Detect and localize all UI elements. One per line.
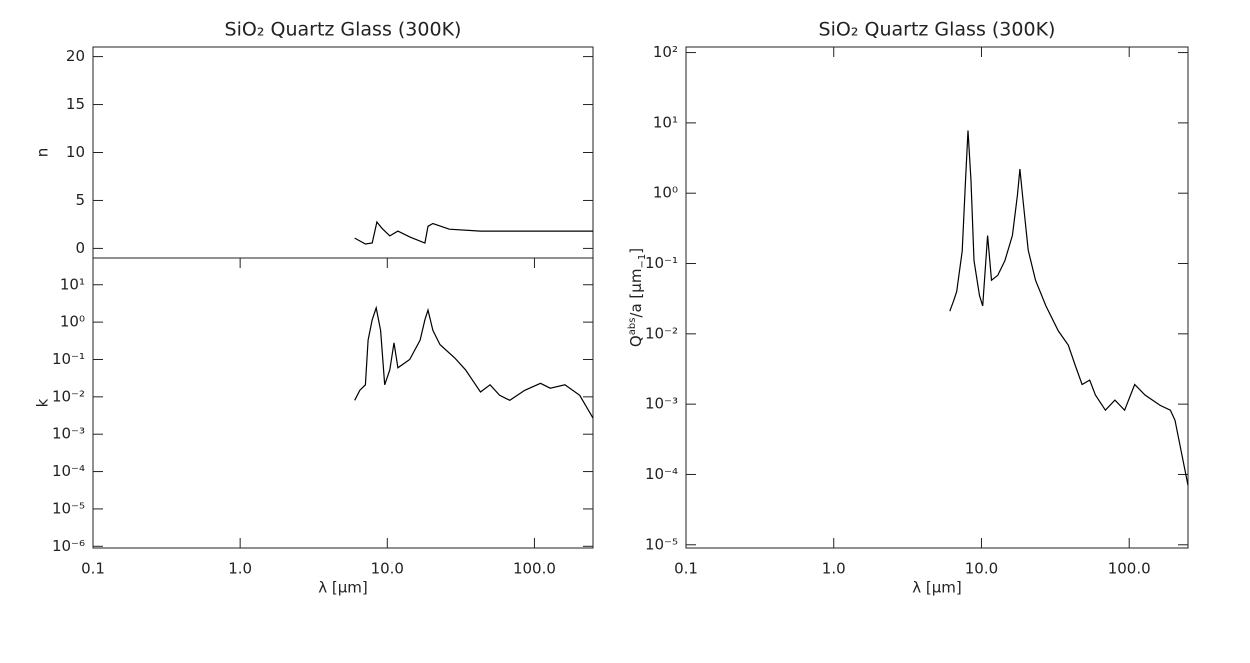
y-tick-label: 10⁻¹ <box>52 350 85 368</box>
y-tick-label: 20 <box>66 47 85 65</box>
chart-title: SiO₂ Quartz Glass (300K) <box>225 19 462 41</box>
y-tick-label: 10¹ <box>653 113 678 131</box>
data-line <box>949 130 1189 486</box>
y-axis-label-part: /a [μm <box>627 269 645 318</box>
y-tick-label: 10⁻⁴ <box>52 462 85 480</box>
y-axis-label: k <box>34 398 52 407</box>
y-axis-label-part: −1 <box>637 254 648 269</box>
y-tick-label: 10⁻⁵ <box>52 499 85 517</box>
y-tick-label: 10⁻² <box>645 324 678 342</box>
y-tick-label: 10⁻³ <box>52 425 85 443</box>
y-axis-label: n <box>34 148 52 158</box>
x-tick-label: 0.1 <box>674 560 698 578</box>
y-axis-label: Qabs/a [μm−1] <box>627 248 649 347</box>
y-axis-label-part: abs <box>627 318 638 336</box>
x-tick-label: 10.0 <box>965 560 998 578</box>
y-tick-label: 10⁻² <box>52 387 85 405</box>
plot-frame <box>685 46 1189 549</box>
y-tick-label: 10 <box>66 143 85 161</box>
x-axis-label: λ [μm] <box>912 579 962 597</box>
chart-title: SiO₂ Quartz Glass (300K) <box>819 19 1056 41</box>
y-tick-label: 10⁻⁶ <box>52 537 85 555</box>
y-tick-label: 10⁻⁵ <box>645 535 678 553</box>
y-tick-label: 10⁰ <box>60 313 85 331</box>
x-axis-label: λ [μm] <box>318 579 368 597</box>
x-tick-label: 100.0 <box>513 560 556 578</box>
y-axis-label-part: Q <box>627 335 645 347</box>
data-line <box>354 220 593 245</box>
plot-frame <box>92 46 594 259</box>
y-tick-label: 10² <box>653 43 678 61</box>
y-tick-label: 0 <box>75 239 85 257</box>
x-tick-label: 1.0 <box>228 560 252 578</box>
y-tick-label: 10¹ <box>60 275 85 293</box>
y-tick-label: 5 <box>75 191 85 209</box>
x-tick-label: 10.0 <box>371 560 404 578</box>
y-tick-label: 15 <box>66 95 85 113</box>
data-line <box>354 305 594 419</box>
x-tick-label: 0.1 <box>81 560 105 578</box>
plot-frame <box>92 257 594 549</box>
y-axis-label-part: ] <box>627 248 645 254</box>
x-tick-label: 100.0 <box>1108 560 1151 578</box>
x-tick-label: 1.0 <box>822 560 846 578</box>
y-tick-label: 10⁻³ <box>645 395 678 413</box>
y-tick-label: 10⁻⁴ <box>645 465 678 483</box>
y-tick-label: 10⁻¹ <box>645 254 678 272</box>
y-tick-label: 10⁰ <box>653 184 678 202</box>
